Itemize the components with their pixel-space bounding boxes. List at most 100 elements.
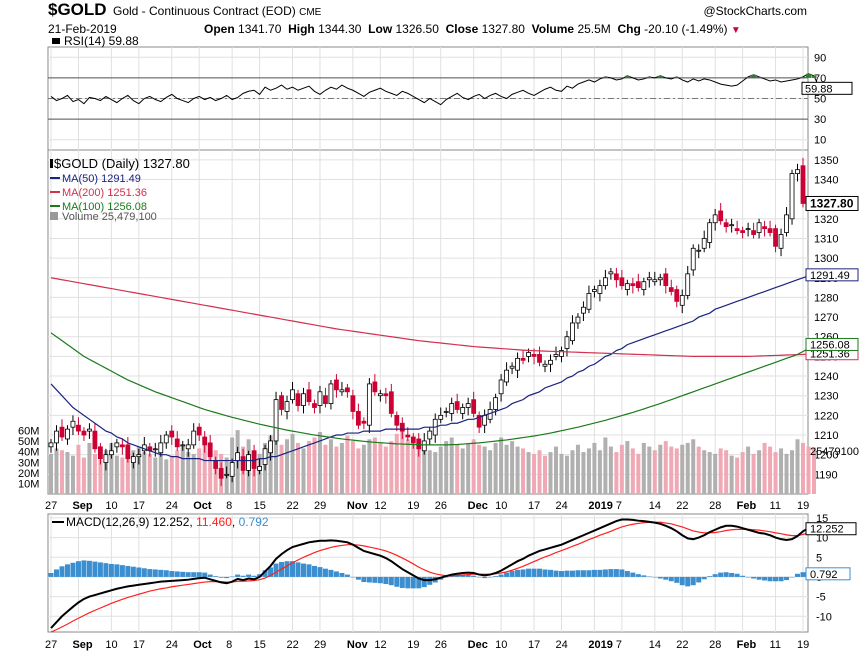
macd-histogram-bar [597,569,603,577]
x-tick-label: Feb [737,639,757,651]
volume-bar [356,448,361,494]
macd-histogram-bar [295,562,301,577]
candle-body [630,283,636,287]
x-tick-label: 24 [555,639,567,651]
candle-body [443,411,449,413]
low-value: 1326.50 [395,22,439,36]
candle-body [542,363,548,367]
rsi-overbought-fill [811,75,817,78]
symbol-description: Gold - Continuous Contract (EOD) CME [113,4,322,18]
macd-histogram-bar [377,576,383,584]
exchange-label: CME [299,7,322,18]
close-value-box [805,195,859,211]
volume-bar [581,452,586,494]
x-tick-label: 8 [226,500,232,512]
x-tick-label: 17 [528,500,540,512]
macd-y-tick-label: 10 [816,533,828,545]
macd-histogram-bar [70,562,76,577]
candle-body [729,224,735,227]
volume-bar [537,450,542,494]
volume-bar [339,442,344,494]
candle-body [268,440,273,454]
price-y-tick-label: 1190 [814,469,838,481]
candle-body [602,277,608,287]
x-tick-label: 17 [133,500,145,512]
macd-histogram-bar [493,576,499,577]
x-tick-label: 22 [676,500,688,512]
macd-histogram-bar [141,568,147,577]
candle-body [773,228,778,247]
volume-bar [400,428,405,494]
high-value: 1344.30 [318,22,362,36]
x-tick-label: 19 [407,500,419,512]
macd-histogram-bar [48,573,54,577]
macd-histogram-bar [207,574,213,577]
candle-body [696,249,702,252]
volume-y-tick-label: 10M [18,478,39,490]
macd-histogram-bar [399,576,405,588]
candle-body [328,383,334,404]
macd-histogram-bar [75,561,81,577]
macd-histogram-bar [487,576,493,578]
volume-bar [383,446,388,494]
ma200-last-value: 1251.36 [810,349,850,361]
candle-body [767,228,773,233]
volume-bar [597,450,602,494]
candle-body [191,430,197,446]
candle-body [795,169,800,174]
candle-body [394,414,400,426]
macd-histogram-bar [624,571,630,577]
volume-bar [768,446,773,494]
macd-histogram-bar [273,563,279,577]
macd-histogram-bar [224,576,230,579]
macd-histogram-bar [311,565,317,577]
macd-histogram-bar [619,569,625,577]
x-tick-label: 10 [495,500,507,512]
macd-histogram-bar [328,569,334,577]
candle-body [158,442,164,454]
volume-bar [175,450,180,494]
price-y-tick-label: 1320 [814,214,838,226]
change-value: -20.10 (-1.49%) [644,22,728,36]
macd-histogram-bar [657,576,663,579]
macd-histogram-bar [333,571,339,577]
x-tick-label: 29 [314,500,326,512]
macd-histogram-bar [745,576,751,578]
volume-bar [334,446,339,494]
candle-body [169,430,175,438]
candle-body [240,456,246,471]
macd-last-value: 12.252 [810,524,844,536]
macd-histogram-bar [383,576,389,585]
volume-bar [70,455,75,494]
volume-bar [548,452,553,494]
price-legend-symbol: $GOLD (Daily) 1327.80 [54,156,190,171]
volume-bar [685,442,690,494]
candle-body [262,448,268,465]
candle-body [399,422,405,432]
candle-body [784,214,789,233]
candle-body [751,230,756,235]
rsi-overbought-fill [745,76,751,78]
rsi-y-tick-label: 90 [814,52,826,64]
candle-body [657,277,663,281]
x-tick-label: 27 [45,639,57,651]
candle-body [526,352,531,357]
volume-bar [811,447,816,494]
candle-body [136,454,142,458]
candle-body [465,403,471,408]
candle-body [383,393,389,397]
volume-bar [592,442,597,494]
volume-bar [180,444,185,494]
macd-histogram-bar [306,564,312,577]
volume-y-tick-label: 40M [18,447,39,459]
volume-bar [202,442,207,494]
macd-histogram-bar [53,569,59,577]
volume-value: 25.5M [577,22,611,36]
candle-body [295,393,301,406]
ma50-line [50,274,815,462]
ma50-line-value-box [805,268,859,282]
price-y-tick-label: 1340 [814,174,838,186]
x-tick-label: Nov [347,500,369,512]
macd-histogram-bar [339,573,345,577]
candle-body [410,436,416,444]
